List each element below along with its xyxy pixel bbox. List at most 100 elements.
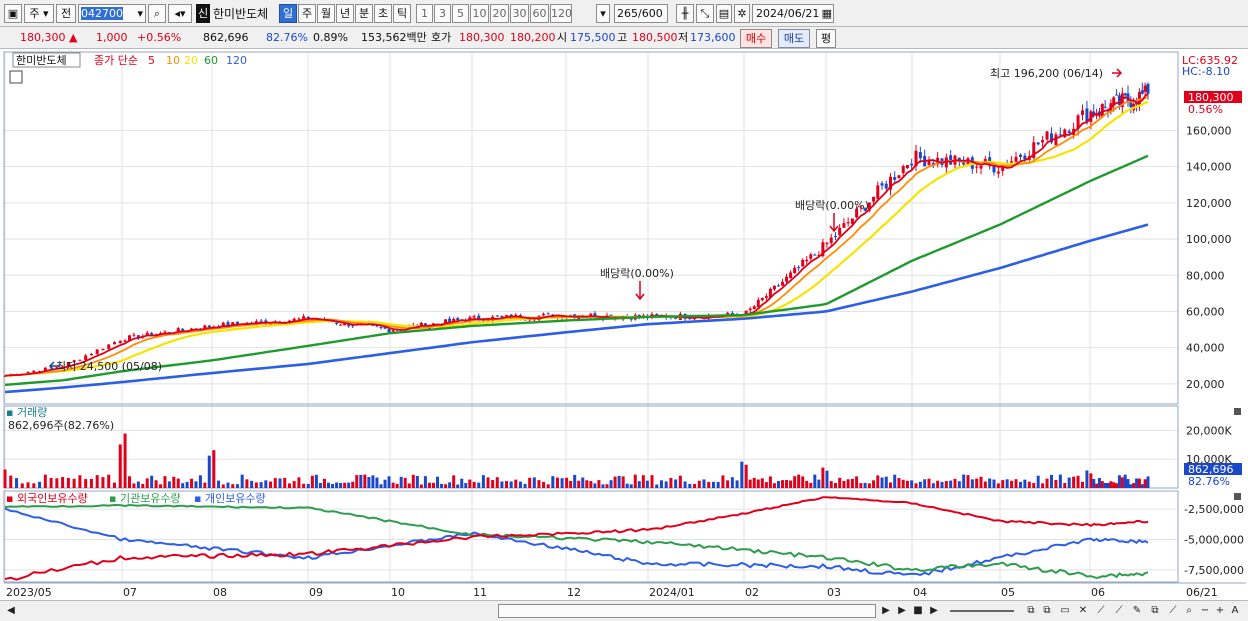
period-button-5[interactable]: 초 (374, 4, 392, 23)
trend-icon[interactable]: ⟋ (1097, 605, 1105, 616)
ruler-icon[interactable]: ⟋ (1169, 605, 1177, 616)
volume-bar (367, 477, 371, 488)
sell-button[interactable]: 매도 (778, 29, 810, 48)
speaker-icon[interactable]: ◂▾ (168, 4, 192, 23)
candle-body (855, 208, 859, 218)
scroll-right-icon[interactable]: ▶ (882, 605, 890, 616)
price-type-button[interactable]: 전 (56, 4, 76, 23)
stop-icon[interactable]: ■ (913, 605, 923, 616)
volume-bar (1045, 478, 1049, 488)
candle-body (231, 322, 235, 326)
x-tick-label: 09 (309, 586, 323, 599)
dividend-annotation: 배당락(0.00%) (795, 199, 869, 212)
code-input[interactable]: 042700 ▾ (78, 4, 146, 23)
volume-bar (683, 481, 687, 488)
volume-bar (617, 475, 621, 488)
interval-button-20[interactable]: 20 (490, 4, 509, 23)
candle-body (203, 325, 207, 330)
pen-icon[interactable]: ✎ (1132, 605, 1142, 616)
scroll-left-icon[interactable]: ◀ (7, 605, 15, 616)
zoom-slider[interactable] (950, 610, 1014, 612)
volume-bar (123, 433, 127, 488)
candle-body (1045, 131, 1049, 140)
scrollbar[interactable]: ◀ ▶ ▶ ■ ▶ ⧉ ⧉ ▭ ✕ ⟋ ⟋ ✎ ⧉ ⟋ ⌕ − + A (0, 600, 1248, 621)
interval-button-3[interactable]: 3 (434, 4, 451, 23)
next-icon[interactable]: ▶ (930, 605, 938, 616)
zoom-icon[interactable]: ⌕ (1186, 605, 1192, 616)
turnover: 0.89% (313, 31, 348, 44)
volume-bar (528, 477, 532, 488)
image-icon[interactable]: ⧉ (1151, 605, 1159, 616)
scroll-thumb[interactable] (498, 604, 876, 618)
count-input[interactable]: 265/600 (614, 4, 668, 23)
layout-icon[interactable]: ⧉ (1043, 605, 1051, 616)
period-button-2[interactable]: 월 (317, 4, 335, 23)
vol-tick-label: 10,000K (1186, 453, 1232, 466)
volume-bar (838, 477, 842, 488)
interval-button-30[interactable]: 30 (510, 4, 529, 23)
copy-icon[interactable]: ⧉ (1027, 605, 1035, 616)
zoom-out-icon[interactable]: − (1200, 605, 1210, 616)
interval-button-60[interactable]: 60 (530, 4, 549, 23)
volume-bar (283, 477, 287, 488)
price-change-pct: +0.56% (137, 31, 182, 44)
volume-bar (1132, 483, 1136, 488)
volume-bar (89, 478, 93, 488)
chevron-down-icon[interactable]: ▾ (596, 4, 610, 23)
window-icon[interactable]: ▭ (1060, 605, 1070, 616)
x-tick-label: 10 (391, 586, 405, 599)
candle-body (897, 175, 901, 179)
candle-body (452, 318, 456, 322)
candle-body (181, 328, 185, 331)
layout-icon[interactable]: ▣ (4, 4, 22, 23)
volume-bar (141, 483, 145, 488)
period-button-3[interactable]: 년 (336, 4, 354, 23)
volume-bar (537, 480, 541, 488)
interval-button-5[interactable]: 5 (452, 4, 469, 23)
volume-bar (655, 484, 659, 488)
line-icon[interactable]: ⟋ (1115, 605, 1123, 616)
zoom-in-icon[interactable]: + (1215, 605, 1225, 616)
gear-icon[interactable]: ✲ (734, 4, 750, 23)
volume-bar (650, 475, 654, 488)
ma-period-5: 5 (148, 54, 155, 67)
market-select[interactable]: 주 ▾ (24, 4, 54, 23)
volume-bar (1010, 480, 1014, 488)
play-icon[interactable]: ▶ (898, 605, 906, 616)
draw-icon[interactable]: ⤡ (696, 4, 714, 23)
interval-button-120[interactable]: 120 (550, 4, 572, 23)
volume-bar (500, 481, 504, 488)
new-listing-badge: 신 (196, 4, 210, 23)
volume-bar (43, 474, 47, 488)
stock-name-label: 한미반도체 (16, 54, 67, 67)
interval-button-10[interactable]: 10 (470, 4, 489, 23)
volume-bar (752, 477, 756, 488)
date-input[interactable]: 2024/06/21 ▦ (752, 4, 834, 23)
interval-button-1[interactable]: 1 (416, 4, 433, 23)
search-icon[interactable]: ⌕ (148, 4, 166, 23)
volume-bar (975, 478, 979, 488)
chart-area[interactable]: 20,000 40,000 60,000 80,000 100,000 120,000 14… (0, 50, 1248, 600)
candle-body (842, 223, 846, 228)
buy-button[interactable]: 매수 (740, 29, 772, 48)
volume-bar (1027, 481, 1031, 488)
candle-body (688, 318, 692, 320)
period-button-4[interactable]: 분 (355, 4, 373, 23)
period-button-1[interactable]: 주 (298, 4, 316, 23)
eval-button[interactable]: 평 (816, 29, 836, 48)
cross-icon[interactable]: ✕ (1078, 605, 1088, 616)
save-icon[interactable]: ▤ (716, 4, 732, 23)
period-button-0[interactable]: 일 (279, 4, 297, 23)
volume-bar (415, 475, 419, 488)
volume-bar (659, 480, 663, 488)
volume-bar (1112, 482, 1116, 488)
candle-icon[interactable]: ╫ (676, 4, 694, 23)
candle-body (949, 155, 953, 165)
lc-label: LC:635.92 (1182, 54, 1238, 67)
candle-body (1112, 97, 1116, 106)
volume-bar (159, 484, 163, 488)
period-button-6[interactable]: 틱 (393, 4, 411, 23)
text-icon[interactable]: A (1231, 605, 1239, 616)
volume-bar (1135, 478, 1139, 488)
volume-bar (1036, 475, 1040, 488)
